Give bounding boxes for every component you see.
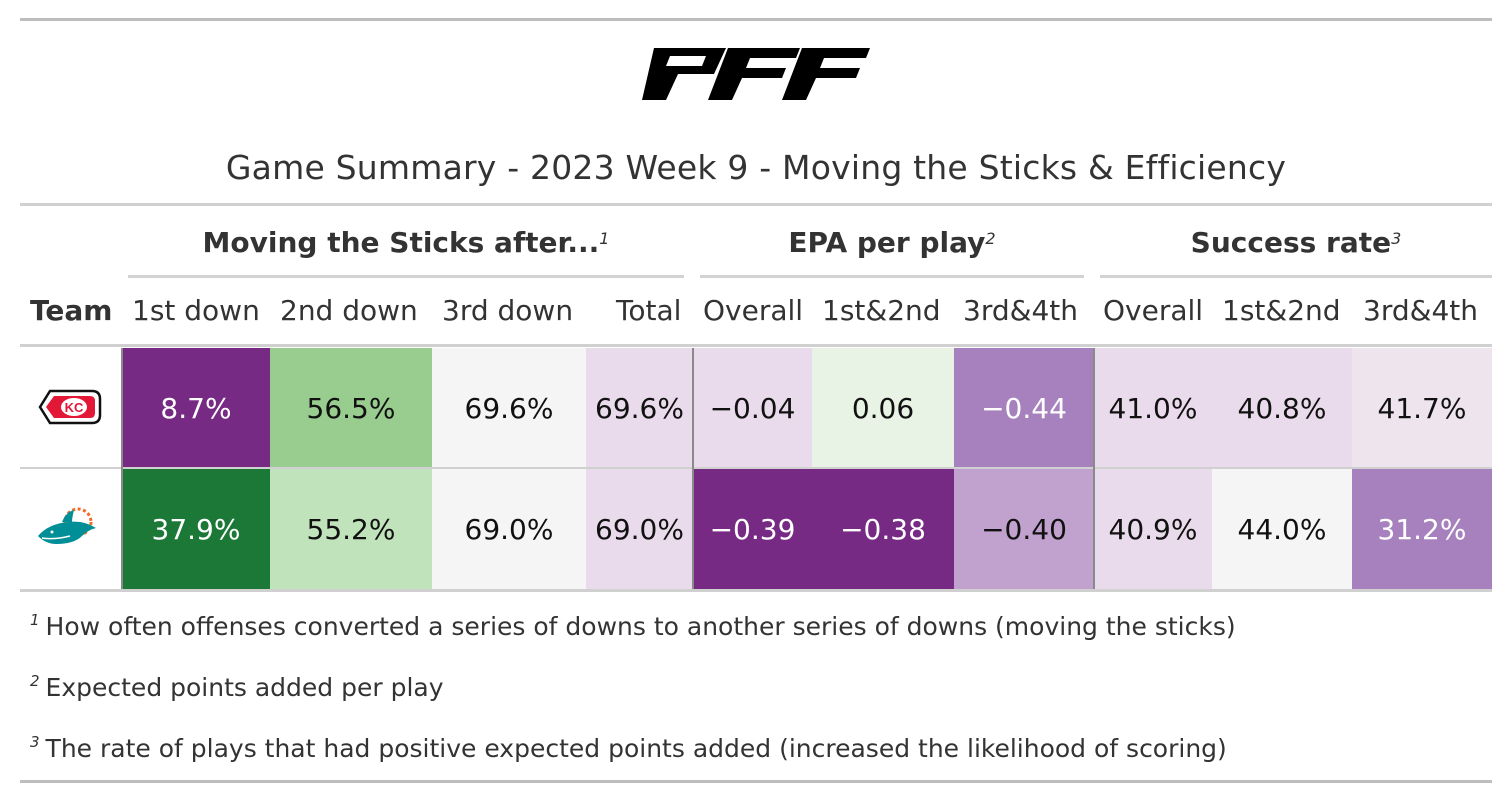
footnote-text: Expected points added per play	[45, 673, 444, 702]
spanner-label: EPA per play	[788, 226, 986, 259]
table-cell: 69.6%	[432, 348, 586, 469]
column-header: 3rd down	[442, 294, 574, 327]
table-cell: −0.44	[954, 348, 1094, 469]
spanner-label: Moving the Sticks after...	[202, 226, 600, 259]
footnote-text: How often offenses converted a series of…	[45, 612, 1236, 641]
column-header: 3rd&4th	[963, 294, 1078, 327]
column-header: Total	[616, 294, 682, 327]
table-cell: −0.40	[954, 469, 1094, 590]
table-cell: −0.38	[812, 469, 954, 590]
table-cell: 41.7%	[1352, 348, 1492, 469]
column-header: Overall	[1103, 294, 1204, 327]
table-title: Game Summary - 2023 Week 9 - Moving the …	[225, 148, 1287, 187]
footnote: 2 Expected points added per play	[30, 672, 444, 702]
spanner-underline	[128, 275, 684, 278]
footnote-mark: 3	[30, 733, 40, 751]
column-group-separator	[692, 348, 694, 590]
table-cell: −0.04	[693, 348, 812, 469]
table-cell: 8.7%	[122, 348, 270, 469]
column-group-separator	[1093, 348, 1095, 590]
column-header-team: Team	[30, 294, 113, 327]
column-header: 1st down	[132, 294, 260, 327]
footnote: 1 How often offenses converted a series o…	[30, 611, 1236, 641]
table-cell: 0.06	[812, 348, 954, 469]
table-cell: 69.0%	[586, 469, 693, 590]
column-header: 2nd down	[280, 294, 418, 327]
svg-text:KC: KC	[65, 400, 84, 415]
spanner-success-rate: Success rate3	[1100, 226, 1492, 266]
table-cell: 55.2%	[270, 469, 432, 590]
table-cell: 69.0%	[432, 469, 586, 590]
column-header: Overall	[703, 294, 804, 327]
footnote: 3 The rate of plays that had positive exp…	[30, 733, 1227, 763]
table-cell: 31.2%	[1352, 469, 1492, 590]
table-cell: 40.9%	[1094, 469, 1212, 590]
dolphins-logo	[38, 507, 96, 544]
footnote-mark: 1	[30, 611, 40, 629]
title-rule	[20, 203, 1492, 206]
pff-logo	[642, 48, 870, 100]
column-header: 1st&2nd	[1222, 294, 1341, 327]
column-header: 3rd&4th	[1363, 294, 1478, 327]
footnote-mark: 1	[599, 229, 610, 248]
spanner-moving-sticks: Moving the Sticks after...1	[128, 226, 684, 266]
table-cell: 69.6%	[586, 348, 693, 469]
table-cell: 44.0%	[1212, 469, 1352, 590]
top-rule	[20, 18, 1492, 21]
table-cell: −0.39	[693, 469, 812, 590]
footnote-text: The rate of plays that had positive expe…	[45, 734, 1227, 763]
footnote-mark: 3	[1391, 229, 1402, 248]
column-header: 1st&2nd	[822, 294, 941, 327]
spanner-label: Success rate	[1190, 226, 1392, 259]
table-cell: 40.8%	[1212, 348, 1352, 469]
spanner-epa: EPA per play2	[700, 226, 1084, 266]
table-cell: 41.0%	[1094, 348, 1212, 469]
table-cell: 56.5%	[270, 348, 432, 469]
table-cell: 37.9%	[122, 469, 270, 590]
header-rule	[20, 344, 1492, 347]
spanner-underline	[1100, 275, 1492, 278]
row-separator	[20, 467, 1492, 469]
footnote-mark: 2	[985, 229, 996, 248]
column-group-separator	[121, 348, 123, 590]
spanner-underline	[700, 275, 1084, 278]
table-bottom-rule	[20, 589, 1492, 592]
chiefs-arrowhead-logo: KC	[38, 389, 102, 425]
bottom-rule	[20, 780, 1492, 783]
footnote-mark: 2	[30, 672, 40, 690]
